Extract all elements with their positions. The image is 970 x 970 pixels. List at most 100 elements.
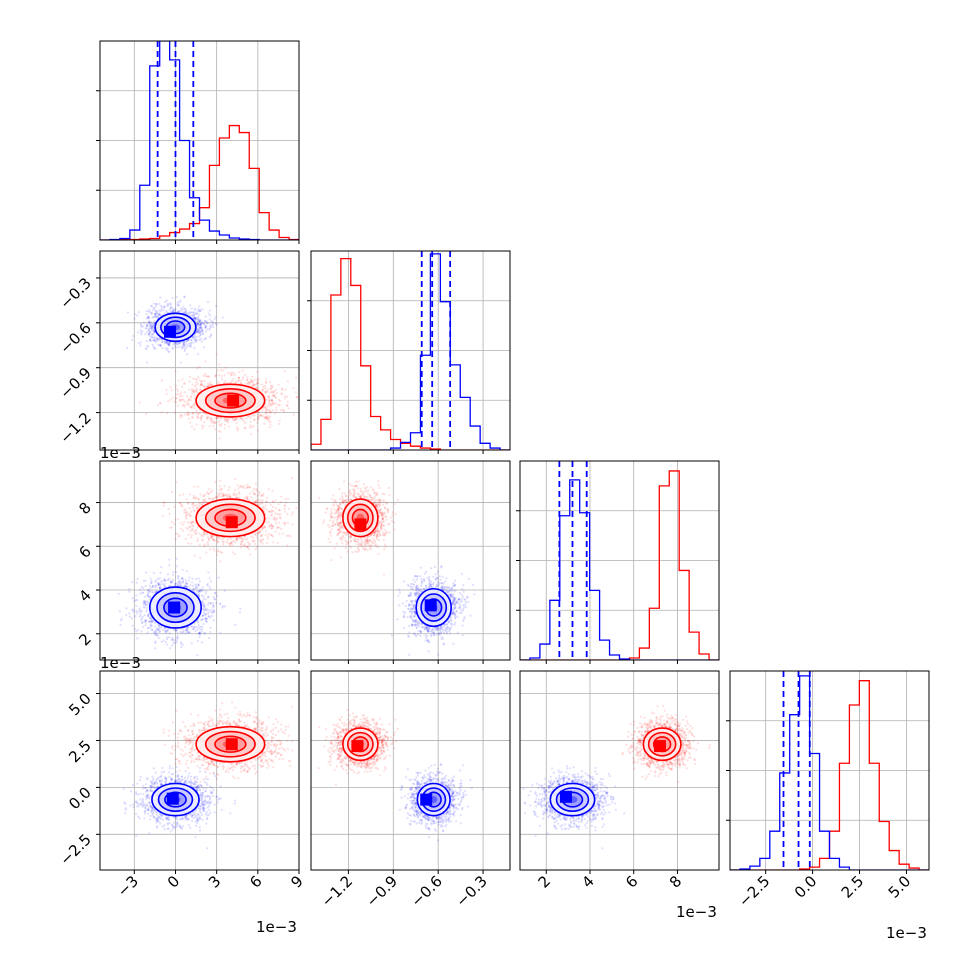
scatter-point-red xyxy=(269,410,272,413)
scatter-point-red xyxy=(197,412,200,415)
scatter-point-blue xyxy=(208,309,211,312)
scatter-point-blue xyxy=(208,336,211,339)
scatter-point-blue xyxy=(195,336,198,339)
scatter-point-red xyxy=(223,418,226,421)
scatter-point-red xyxy=(260,499,263,502)
scatter-point-blue xyxy=(154,305,157,308)
scatter-point-red xyxy=(262,492,265,495)
scatter-point-red xyxy=(282,409,285,412)
scatter-point-blue xyxy=(169,306,172,309)
scatter-point-blue xyxy=(199,309,202,312)
scatter-point-red xyxy=(256,494,259,497)
scatter-point-red xyxy=(295,376,298,379)
scatter-point-red xyxy=(280,501,283,504)
scatter-point-blue xyxy=(145,323,148,326)
scatter-point-red xyxy=(267,532,271,535)
scatter-point-red xyxy=(267,516,270,519)
scatter-point-red xyxy=(272,518,275,521)
scatter-point-blue xyxy=(239,607,242,610)
scatter-point-blue xyxy=(202,333,205,336)
scatter-point-red xyxy=(224,381,227,385)
scatter-point-blue xyxy=(139,611,142,614)
scatter-point-blue xyxy=(168,344,171,347)
scatter-point-red xyxy=(277,383,280,386)
scatter-point-red xyxy=(255,546,258,549)
scatter-point-red xyxy=(244,382,247,386)
scatter-point-red xyxy=(203,499,206,502)
scatter-point-blue xyxy=(184,340,188,343)
scatter-point-red xyxy=(256,382,259,385)
scatter-point-blue xyxy=(185,581,188,584)
scatter-point-red xyxy=(250,379,253,383)
scatter-point-red xyxy=(180,415,183,418)
scatter-point-blue xyxy=(192,588,195,591)
scatter-point-blue xyxy=(137,342,140,345)
scatter-point-red xyxy=(222,493,225,496)
scatter-point-red xyxy=(181,378,184,381)
scatter-point-red xyxy=(204,493,207,496)
scatter-point-red xyxy=(191,416,194,419)
scatter-point-blue xyxy=(142,601,145,604)
scatter-point-red xyxy=(267,414,270,417)
scatter-point-red xyxy=(249,416,252,419)
scatter-point-blue xyxy=(170,581,173,584)
scatter-point-red xyxy=(246,415,249,418)
scatter-point-blue xyxy=(159,344,162,347)
scatter-point-blue xyxy=(204,617,207,620)
scatter-point-red xyxy=(193,554,196,557)
scatter-point-red xyxy=(190,406,193,409)
scatter-point-red xyxy=(255,378,258,381)
scatter-point-red xyxy=(262,505,265,508)
scatter-point-red xyxy=(282,521,285,525)
scatter-point-red xyxy=(253,493,256,496)
scatter-point-red xyxy=(284,522,287,525)
scatter-point-red xyxy=(249,381,252,384)
scatter-point-red xyxy=(209,548,212,551)
scatter-point-red xyxy=(187,513,190,516)
scatter-point-red xyxy=(218,424,221,427)
scatter-point-red xyxy=(227,425,231,428)
scatter-point-blue xyxy=(183,349,186,352)
scatter-point-red xyxy=(252,382,255,385)
scatter-point-blue xyxy=(150,304,153,307)
scatter-point-blue xyxy=(150,333,154,336)
scatter-point-blue xyxy=(201,329,204,332)
scatter-point-blue xyxy=(219,631,222,634)
scatter-point-red xyxy=(289,535,292,538)
scatter-point-red xyxy=(192,403,196,407)
scatter-point-blue xyxy=(151,323,154,326)
scatter-point-blue xyxy=(182,341,186,344)
scatter-point-blue xyxy=(204,326,207,329)
scatter-point-blue xyxy=(131,608,134,611)
scatter-point-blue xyxy=(153,339,156,342)
scatter-point-red xyxy=(186,521,189,524)
scatter-point-red xyxy=(192,412,195,415)
scatter-point-blue xyxy=(196,331,200,334)
scatter-point-red xyxy=(165,389,168,392)
scatter-point-blue xyxy=(215,304,218,308)
scatter-point-red xyxy=(251,380,254,383)
scatter-point-blue xyxy=(148,308,151,311)
scatter-point-red xyxy=(217,421,220,424)
scatter-point-red xyxy=(204,373,207,376)
scatter-point-blue xyxy=(144,600,147,603)
contour-red xyxy=(214,392,247,409)
scatter-point-blue xyxy=(143,620,146,623)
scatter-point-blue xyxy=(146,344,149,347)
scatter-point-blue xyxy=(125,607,128,610)
scatter-point-blue xyxy=(159,630,162,633)
scatter-point-blue xyxy=(165,299,168,302)
scatter-point-blue xyxy=(150,312,153,315)
scatter-point-blue xyxy=(176,301,179,304)
scatter-point-red xyxy=(280,527,283,531)
scatter-point-red xyxy=(301,395,303,397)
scatter-point-red xyxy=(220,495,223,499)
scatter-point-blue xyxy=(147,328,150,331)
scatter-point-blue xyxy=(148,337,152,341)
scatter-point-red xyxy=(232,372,235,375)
scatter-point-red xyxy=(250,433,253,436)
scatter-point-blue xyxy=(183,585,186,588)
scatter-point-red xyxy=(266,418,269,421)
scatter-point-blue xyxy=(213,592,217,595)
scatter-point-red xyxy=(218,419,221,422)
